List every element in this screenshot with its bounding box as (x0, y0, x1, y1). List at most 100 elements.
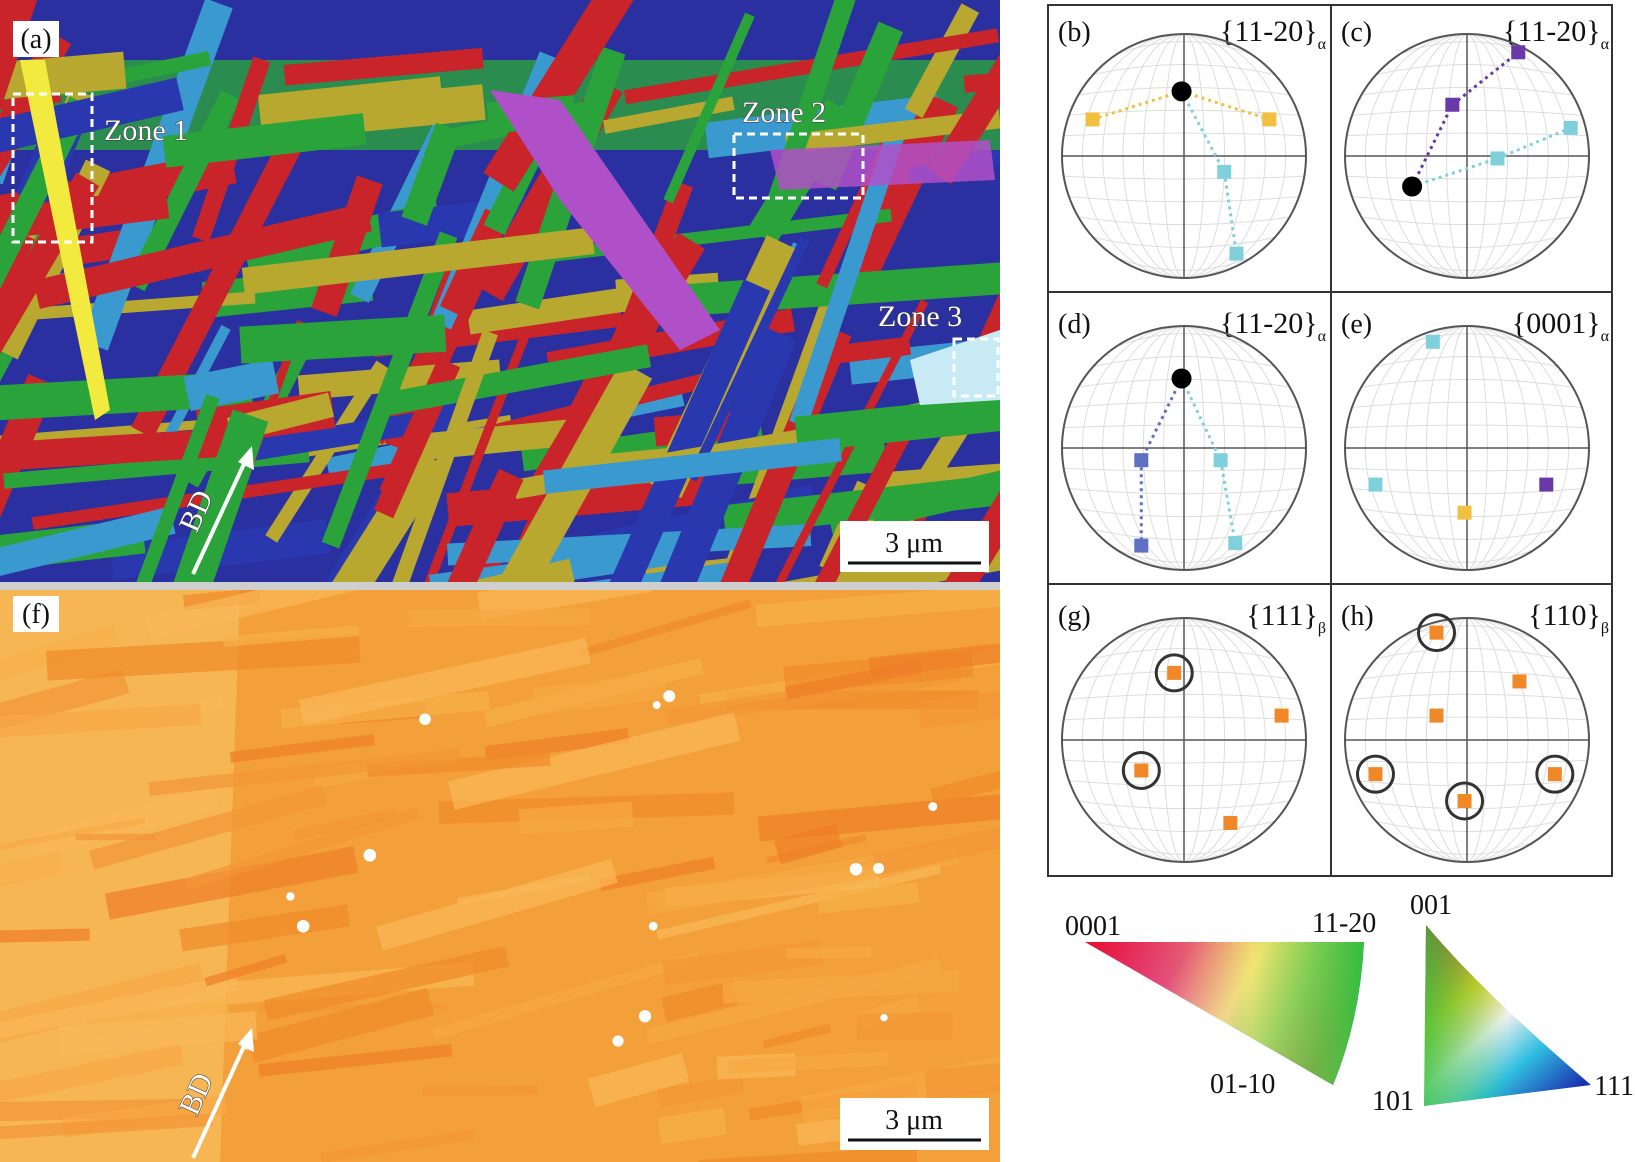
pole-ring (1154, 653, 1194, 693)
panel-label: (b) (1058, 17, 1091, 48)
trace (1411, 157, 1498, 188)
pole-point (1223, 815, 1238, 830)
pole-point (1429, 625, 1444, 640)
arrow-head (238, 1028, 254, 1052)
grain (929, 770, 1000, 806)
ebsd-beta-map (0, 590, 1000, 1162)
grain (412, 415, 611, 461)
plane-label: {11-20}α (1220, 307, 1327, 345)
grain (924, 1063, 1000, 1100)
plane: {11-20} (1503, 15, 1601, 48)
pole-point (1368, 767, 1383, 782)
pole-point (1402, 176, 1423, 197)
grain (774, 823, 843, 865)
grain (0, 1113, 213, 1140)
panel-label: (a) (20, 24, 51, 55)
grain (0, 668, 130, 730)
ipf-corner: 001 (1410, 890, 1452, 921)
plane: {110} (1528, 599, 1601, 632)
grain (0, 703, 202, 738)
pole-figure: (h) {110}β (1341, 599, 1609, 863)
phase: α (1601, 328, 1610, 345)
grain (148, 748, 462, 796)
phase: α (1318, 328, 1327, 345)
grain (33, 202, 373, 309)
grain (88, 785, 328, 870)
grain (408, 608, 590, 627)
speck (849, 862, 863, 876)
grain (0, 428, 232, 471)
grain (722, 969, 960, 1004)
grain (204, 953, 288, 987)
pole-point (1171, 368, 1192, 389)
grain (293, 808, 397, 842)
grain (904, 3, 980, 119)
speck (652, 701, 661, 710)
grain (280, 690, 490, 729)
grain (728, 1051, 889, 1074)
grain (0, 96, 92, 290)
pole-point (1457, 794, 1472, 808)
grain (232, 409, 440, 464)
ebsd-alpha-map (0, 0, 1000, 582)
grain (789, 126, 907, 427)
grain (484, 727, 630, 761)
pole-point (1171, 81, 1192, 102)
grain (20, 60, 110, 420)
ipf-corner: 01-10 (1210, 1069, 1275, 1100)
ipf-cubic-overlay (1424, 925, 1591, 1106)
pole-figure: (d) {11-20}α (1058, 307, 1327, 571)
grain (662, 940, 824, 986)
grain (321, 231, 458, 549)
pole-point (1274, 708, 1289, 723)
zone-box (11, 92, 94, 244)
bd-arrow (191, 450, 252, 575)
trace (1410, 104, 1454, 188)
pole-point (1563, 120, 1578, 135)
phase: α (1601, 36, 1610, 53)
trace (1181, 89, 1270, 121)
plane: {111} (1246, 599, 1318, 632)
grain (0, 974, 239, 1039)
grain (687, 236, 810, 482)
grain (447, 712, 741, 810)
ipf-corner: 111 (1594, 1071, 1634, 1102)
pole-point (1213, 453, 1228, 468)
grain (490, 90, 720, 350)
panel-label: (c) (1341, 17, 1372, 48)
panel-label: (d) (1058, 309, 1091, 340)
grain (366, 752, 551, 778)
speck (648, 921, 658, 931)
pole-figure: (e) {0001}α (1341, 307, 1610, 571)
grain (466, 282, 665, 335)
trace (1219, 459, 1237, 544)
grain (456, 874, 591, 906)
grain (762, 1023, 832, 1049)
speck (286, 892, 295, 901)
pole-point (1425, 334, 1440, 349)
label-box (13, 21, 59, 57)
pole-point (1490, 151, 1505, 166)
grain (518, 801, 634, 835)
grain (378, 344, 652, 417)
grain (263, 945, 510, 1021)
pole-point (1134, 538, 1149, 553)
grain (663, 12, 755, 204)
grain (483, 0, 634, 192)
plane: {11-20} (1220, 15, 1318, 48)
pole-point (1457, 505, 1472, 520)
grain (587, 1052, 690, 1108)
grain (162, 113, 367, 168)
plane-label: {0001}α (1512, 307, 1610, 345)
plane: {0001} (1512, 307, 1601, 340)
grain (173, 409, 269, 582)
pole-figure: (c) {11-20}α (1341, 15, 1610, 279)
grain (0, 291, 256, 323)
speck (663, 690, 676, 703)
panel-label: (f) (22, 599, 50, 630)
grain (533, 672, 667, 715)
grain (657, 1107, 728, 1145)
pole-ring (1535, 754, 1575, 794)
grain (917, 691, 1000, 729)
